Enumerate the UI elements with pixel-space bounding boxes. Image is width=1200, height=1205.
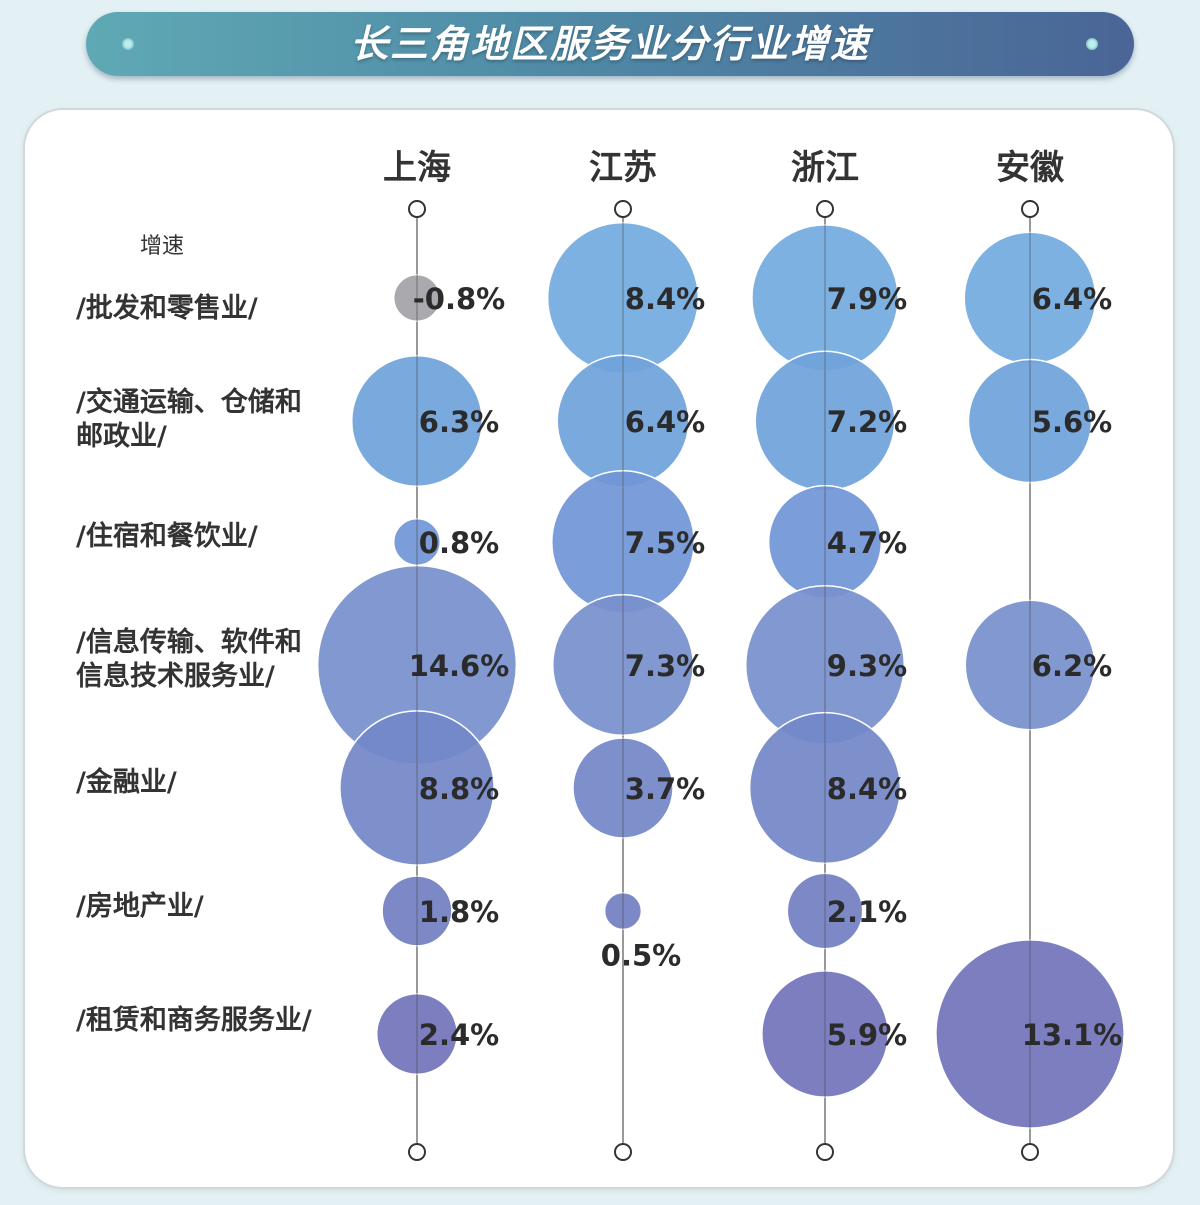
data-label-shanghai-row6: 1.8% (419, 895, 499, 929)
chart-title: 长三角地区服务业分行业增速 (349, 22, 870, 66)
category-label-line: /批发和零售业/ (76, 293, 258, 324)
top-marker-shanghai (408, 200, 426, 218)
category-label-line: 邮政业/ (76, 421, 167, 452)
top-marker-jiangsu (614, 200, 632, 218)
right-dot-icon (1086, 38, 1098, 50)
data-label-shanghai-row2: 6.3% (419, 405, 499, 439)
category-label-hospitality: /住宿和餐饮业/ (76, 520, 336, 554)
data-label-zhejiang-row2: 7.2% (827, 405, 907, 439)
data-label-shanghai-row5: 8.8% (419, 772, 499, 806)
data-label-shanghai-row3: 0.8% (419, 526, 499, 560)
bottom-marker-anhui (1021, 1143, 1039, 1161)
data-label-zhejiang-row5: 8.4% (827, 772, 907, 806)
category-label-line: /金融业/ (76, 767, 177, 798)
category-label-wholesale: /批发和零售业/ (76, 292, 336, 326)
left-dot-icon (122, 38, 134, 50)
data-label-jiangsu-row6: 0.5% (601, 938, 681, 972)
bottom-marker-zhejiang (816, 1143, 834, 1161)
value-label: 增速 (140, 234, 185, 259)
data-label-zhejiang-row3: 4.7% (827, 526, 907, 560)
region-label-anhui: 安徽 (996, 148, 1064, 188)
data-label-anhui-row1: 6.4% (1032, 282, 1112, 316)
category-label-it: /信息传输、软件和 信息技术服务业/ (76, 626, 336, 694)
data-label-zhejiang-row7: 5.9% (827, 1018, 907, 1052)
bottom-marker-jiangsu (614, 1143, 632, 1161)
data-label-jiangsu-row3: 7.5% (625, 526, 705, 560)
category-label-leasing: /租赁和商务服务业/ (76, 1004, 336, 1038)
data-label-jiangsu-row2: 6.4% (625, 405, 705, 439)
category-label-line: /住宿和餐饮业/ (76, 521, 258, 552)
data-label-jiangsu-row4: 7.3% (625, 649, 705, 683)
category-label-line: /房地产业/ (76, 891, 204, 922)
bottom-marker-shanghai (408, 1143, 426, 1161)
category-label-real-estate: /房地产业/ (76, 890, 336, 924)
category-label-line: /租赁和商务服务业/ (76, 1005, 312, 1036)
region-label-jiangsu: 江苏 (589, 148, 657, 188)
data-label-zhejiang-row4: 9.3% (827, 649, 907, 683)
data-label-anhui-row7: 13.1% (1022, 1018, 1123, 1052)
data-label-anhui-row4: 6.2% (1032, 649, 1112, 683)
data-label-jiangsu-row1: 8.4% (625, 282, 705, 316)
data-label-anhui-row2: 5.6% (1032, 405, 1112, 439)
data-label-jiangsu-row5: 3.7% (625, 772, 705, 806)
data-label-zhejiang-row1: 7.9% (827, 282, 907, 316)
category-label-line: /交通运输、仓储和 (76, 387, 302, 418)
category-label-finance: /金融业/ (76, 766, 336, 800)
category-label-line: /信息传输、软件和 (76, 627, 302, 658)
category-label-line: 信息技术服务业/ (76, 661, 275, 692)
top-marker-anhui (1021, 200, 1039, 218)
region-label-shanghai: 上海 (383, 148, 451, 188)
data-label-shanghai-row1: -0.8% (413, 282, 505, 316)
title-banner: 长三角地区服务业分行业增速 (86, 12, 1134, 76)
top-marker-zhejiang (816, 200, 834, 218)
category-label-transport: /交通运输、仓储和 邮政业/ (76, 386, 336, 454)
region-label-zhejiang: 浙江 (791, 148, 859, 188)
data-label-shanghai-row4: 14.6% (409, 649, 510, 683)
data-label-zhejiang-row6: 2.1% (827, 895, 907, 929)
data-label-shanghai-row7: 2.4% (419, 1018, 499, 1052)
